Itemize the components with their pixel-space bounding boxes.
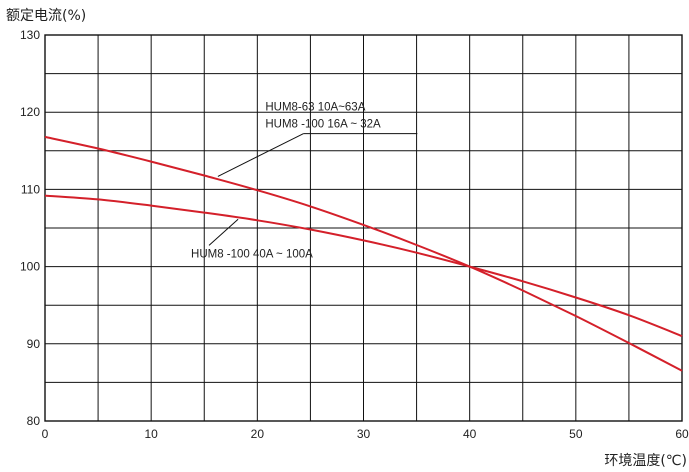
annotation-leader-1	[217, 133, 304, 177]
x-tick-label: 60	[675, 427, 689, 441]
y-tick-label: 110	[21, 182, 40, 196]
y-tick-label: 90	[27, 337, 41, 351]
x-tick-label: 30	[357, 427, 371, 441]
annotations: HUM8-63 10A~63A HUM8 -100 16A ~ 32A HUM8 -…	[191, 102, 418, 260]
y-tick-label: 100	[20, 260, 40, 274]
y-axis-title: 额定电流(%)	[6, 8, 86, 24]
x-tick-label: 0	[42, 427, 49, 441]
series-group	[44, 135, 683, 372]
annotation-label-1-2: HUM8 -100 16A ~ 32A	[265, 119, 381, 131]
annotation-leader-2	[208, 218, 239, 246]
y-tick-label: 120	[20, 105, 40, 119]
x-tick-label: 40	[463, 427, 477, 441]
series-line-2	[44, 194, 683, 338]
annotation-label-2-1: HUM8 -100 40A ~ 100A	[191, 248, 313, 260]
y-axis-ticks: 80 90 100 110 120 130	[20, 28, 40, 428]
x-tick-label: 20	[251, 427, 265, 441]
y-tick-label: 80	[27, 414, 41, 428]
x-axis-ticks: 0 10 20 30 40 50 60	[42, 427, 689, 441]
series-line-1	[44, 135, 683, 372]
x-tick-label: 50	[569, 427, 583, 441]
x-axis-title: 环境温度(℃)	[604, 453, 687, 469]
y-tick-label: 130	[20, 28, 40, 42]
annotation-label-1-1: HUM8-63 10A~63A	[265, 102, 365, 114]
plot-frame	[44, 34, 683, 422]
grid	[45, 35, 682, 421]
x-tick-label: 10	[144, 427, 158, 441]
